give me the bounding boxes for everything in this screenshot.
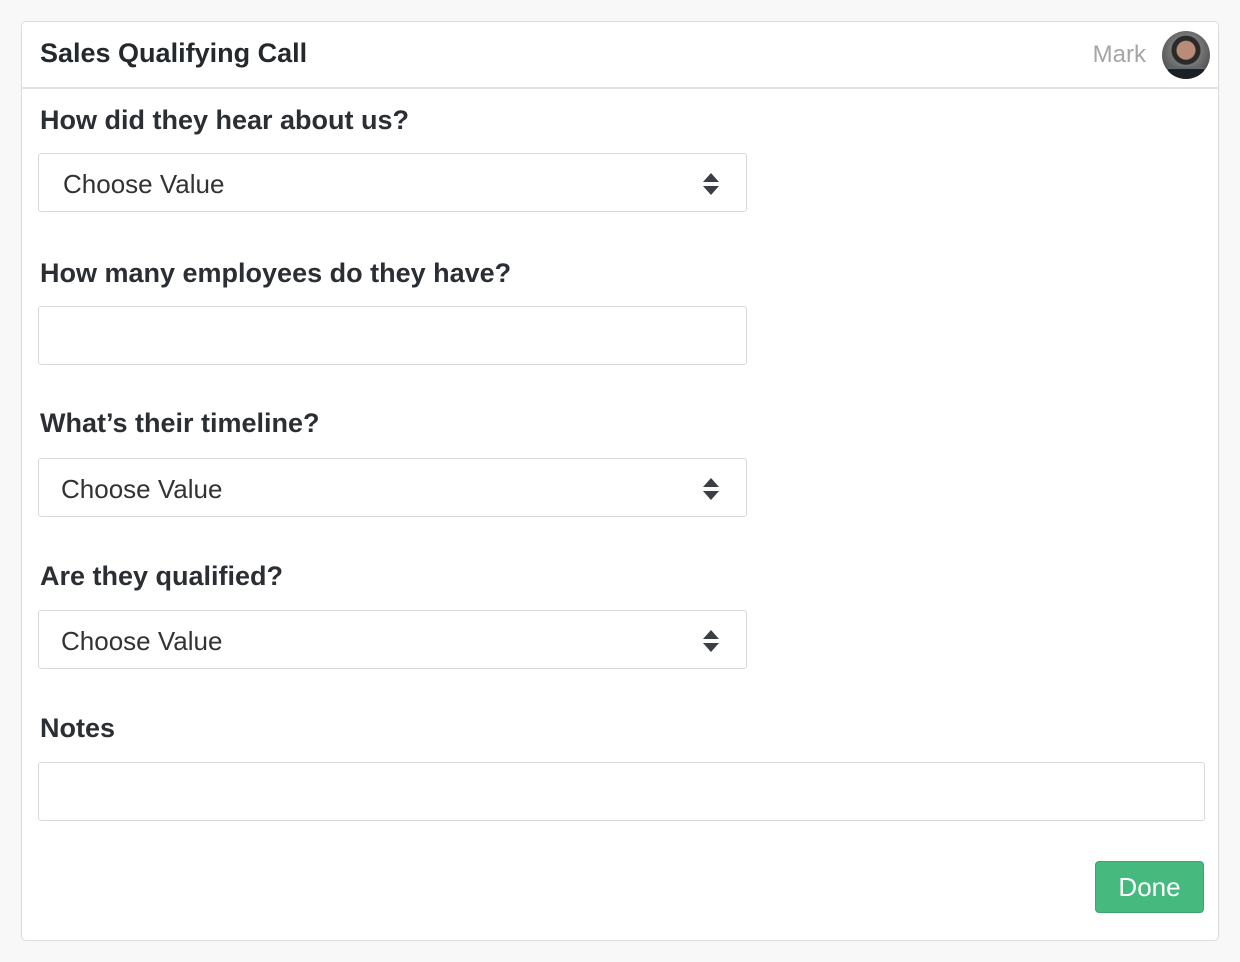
employees-label: How many employees do they have? [40, 258, 512, 288]
select-value: Choose Value [63, 169, 225, 199]
sort-arrows-icon [703, 630, 719, 652]
timeline-label: What’s their timeline? [40, 408, 320, 438]
page-title: Sales Qualifying Call [40, 38, 308, 68]
sort-arrows-icon [703, 478, 719, 500]
qualified-label: Are they qualified? [40, 561, 284, 591]
form-card: Sales Qualifying Call Mark How did they … [21, 21, 1219, 941]
done-button[interactable]: Done [1095, 861, 1204, 913]
timeline-select[interactable]: Choose Value [38, 458, 747, 517]
hear-about-select[interactable]: Choose Value [38, 153, 747, 212]
hear-about-label: How did they hear about us? [40, 105, 410, 135]
select-value: Choose Value [61, 474, 223, 504]
card-header: Sales Qualifying Call Mark [22, 22, 1218, 89]
avatar[interactable] [1162, 31, 1210, 79]
qualified-select[interactable]: Choose Value [38, 610, 747, 669]
select-value: Choose Value [61, 626, 223, 656]
notes-label: Notes [40, 713, 116, 743]
employees-input[interactable] [38, 306, 747, 365]
user-name: Mark [1092, 41, 1146, 68]
notes-input[interactable] [38, 762, 1205, 821]
sort-arrows-icon [703, 173, 719, 195]
